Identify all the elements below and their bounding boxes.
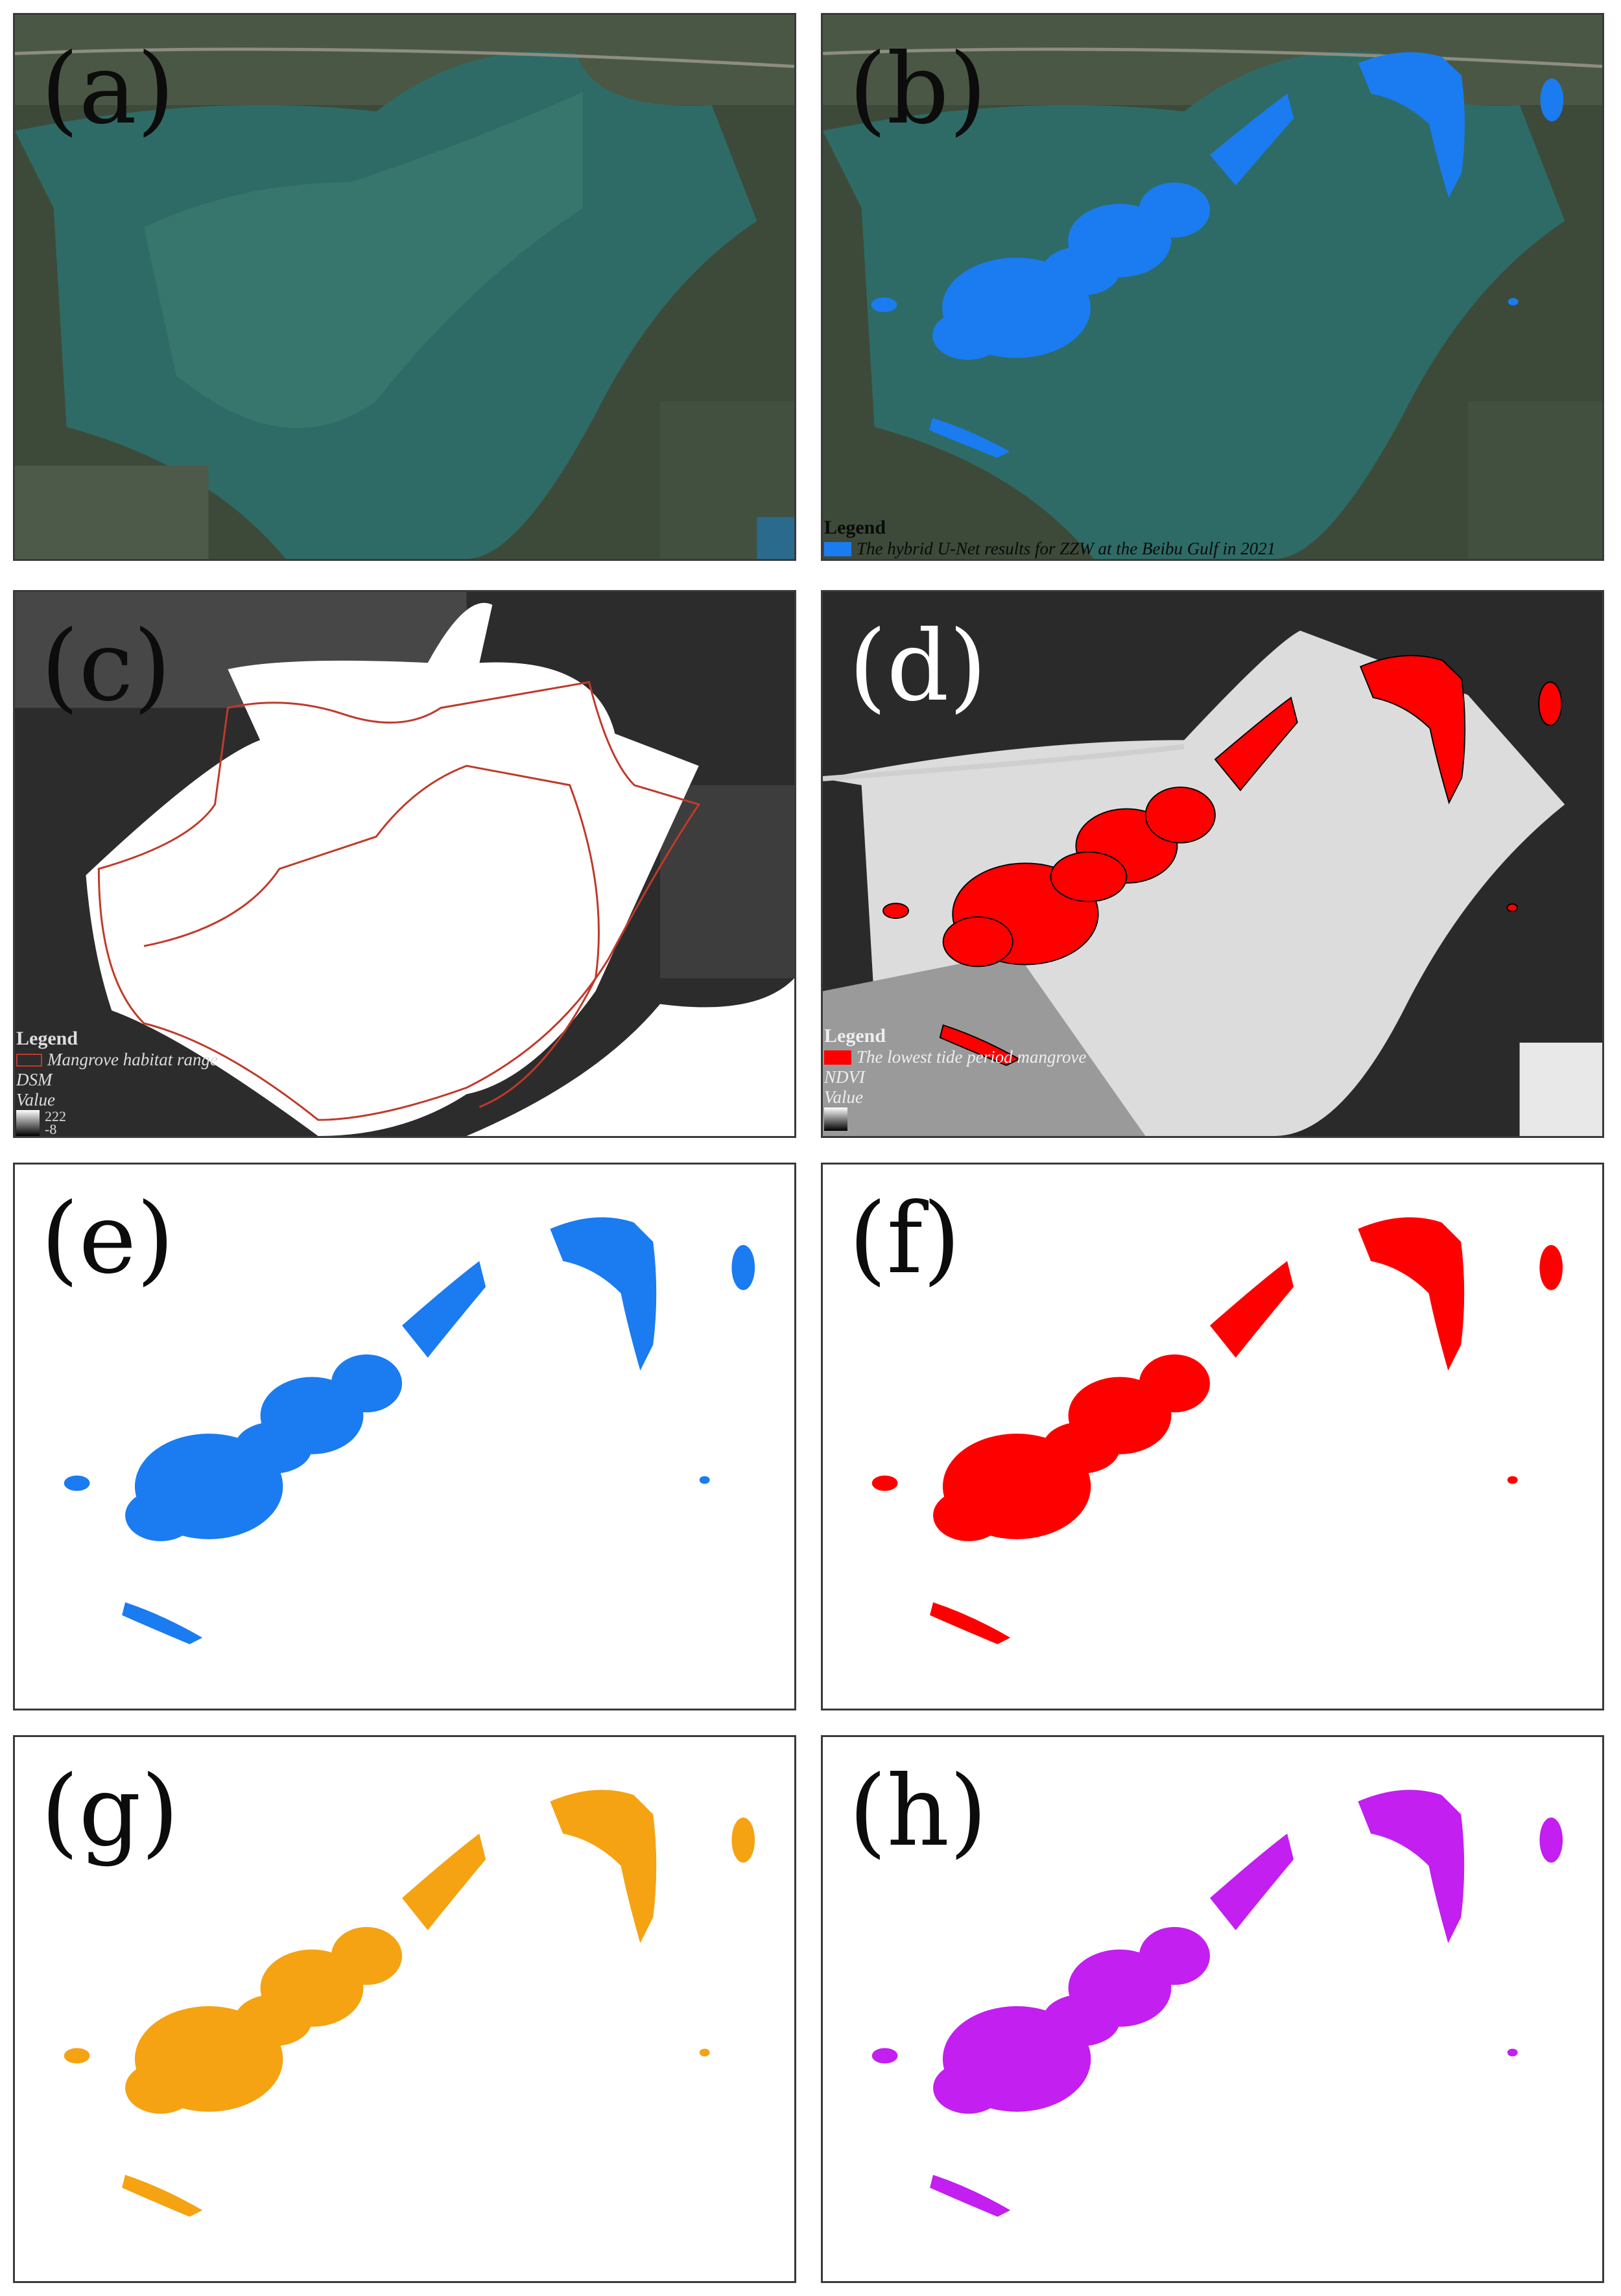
satellite-image xyxy=(15,15,794,559)
satellite-image xyxy=(823,15,1602,559)
legend-layer: NDVI xyxy=(824,1067,865,1087)
legend: Legend The hybrid U-Net results for ZZW … xyxy=(824,517,1275,559)
panel-f: (f) xyxy=(821,1163,1604,1710)
panel-label: (g) xyxy=(41,1755,180,1868)
panel-label: (f) xyxy=(849,1183,961,1296)
dsm-image xyxy=(15,592,794,1136)
legend-value-low: -8 xyxy=(45,1121,57,1137)
legend-layer: DSM xyxy=(16,1070,53,1089)
panel-d: (d) Legend The lowest tide period mangro… xyxy=(821,590,1604,1138)
panel-label: (e) xyxy=(41,1183,174,1296)
legend-title: Legend xyxy=(824,517,886,538)
panel-label: (d) xyxy=(849,610,988,723)
legend-gradient xyxy=(824,1107,847,1131)
panel-c: (c) Legend Mangrove habitat range DSM Va… xyxy=(13,590,796,1138)
legend: Legend Mangrove habitat range DSM Value … xyxy=(16,1028,218,1136)
legend-value-label: Value xyxy=(824,1087,863,1107)
legend-entry: Mangrove habitat range xyxy=(47,1050,218,1069)
legend-swatch-red xyxy=(824,1050,851,1065)
panel-g: (g) xyxy=(13,1735,796,2283)
panel-label: (a) xyxy=(41,33,175,146)
panel-h: (h) xyxy=(821,1735,1604,2283)
panel-label: (c) xyxy=(41,610,172,723)
ndvi-image xyxy=(823,592,1602,1136)
legend-swatch-outline xyxy=(16,1053,42,1067)
panel-label: (b) xyxy=(849,33,988,146)
panel-label: (h) xyxy=(849,1755,988,1868)
legend-entry: The hybrid U-Net results for ZZW at the … xyxy=(857,539,1276,558)
legend-title: Legend xyxy=(824,1025,886,1047)
legend-title: Legend xyxy=(16,1028,78,1049)
legend: Legend The lowest tide period mangrove N… xyxy=(824,1025,1086,1136)
panel-e: (e) xyxy=(13,1163,796,1710)
legend-swatch-blue xyxy=(824,541,851,556)
legend-value-high: 222 xyxy=(45,1108,66,1124)
legend-value-label: Value xyxy=(16,1090,55,1109)
legend-entry: The lowest tide period mangrove xyxy=(857,1047,1087,1067)
panel-a: (a) xyxy=(13,13,796,561)
mangrove-patches xyxy=(871,1217,1563,1644)
legend-gradient xyxy=(16,1110,40,1136)
panel-b: (b) Legend The hybrid U-Net results for … xyxy=(821,13,1604,561)
